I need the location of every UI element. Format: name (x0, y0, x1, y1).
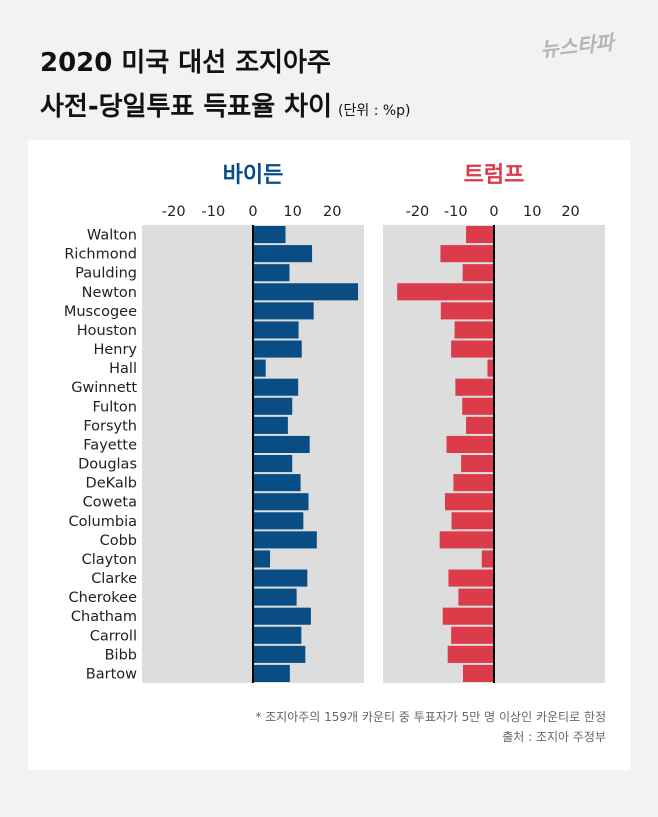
x-tick-label: -20 (162, 204, 186, 220)
panel-title: 트럼프 (464, 163, 525, 188)
county-label: Fulton (92, 399, 137, 415)
bar (253, 226, 286, 244)
x-tick-label: -10 (444, 204, 468, 220)
bar (440, 245, 494, 263)
x-tick-label: 0 (489, 204, 498, 220)
x-tick-label: 10 (523, 204, 541, 220)
panel-title: 바이든 (223, 163, 284, 188)
bar (462, 264, 494, 282)
bar (253, 321, 299, 339)
bar (446, 435, 494, 453)
chart-title-line2-text: 사전-당일투표 득표율 차이 (40, 92, 333, 122)
county-label: Clarke (91, 571, 137, 587)
bar (451, 626, 494, 644)
bar (461, 455, 494, 473)
county-label: Gwinnett (71, 380, 137, 396)
bar (253, 645, 306, 663)
x-tick-label: 20 (323, 204, 341, 220)
bar (445, 493, 494, 511)
bar (253, 588, 297, 606)
bar (397, 283, 494, 301)
county-label: Fayette (83, 437, 137, 453)
county-label: Paulding (75, 266, 137, 282)
bar (487, 359, 494, 377)
x-tick-label: 10 (283, 204, 301, 220)
bar (458, 588, 494, 606)
bar (253, 493, 309, 511)
bar (448, 569, 494, 587)
chart-title-line1: 2020 미국 대선 조지아주 (40, 48, 331, 78)
bar (253, 264, 290, 282)
county-label: Bartow (86, 666, 137, 682)
bar (253, 550, 271, 568)
bar (253, 455, 293, 473)
bar (439, 531, 494, 549)
county-label: Columbia (69, 514, 137, 530)
bar (466, 416, 494, 434)
bar (447, 645, 494, 663)
bar (253, 569, 308, 587)
bar (466, 226, 494, 244)
bar (453, 474, 494, 492)
bar (253, 607, 311, 625)
county-label: Douglas (78, 457, 137, 473)
county-label: Richmond (64, 247, 137, 263)
county-label: Newton (82, 285, 137, 301)
x-tick-label: -20 (406, 204, 430, 220)
x-tick-label: -10 (202, 204, 226, 220)
county-label: Carroll (90, 628, 137, 644)
bar (253, 531, 317, 549)
county-label: Bibb (105, 647, 137, 663)
bar (462, 664, 494, 682)
county-label: Forsyth (83, 418, 137, 434)
county-label: Coweta (83, 495, 137, 511)
bar (253, 626, 302, 644)
county-label: Chatham (71, 609, 137, 625)
footnote-source: 출처 : 조지아 주정부 (502, 730, 606, 744)
unit-label: (단위 : %p) (338, 103, 411, 119)
bar (442, 607, 494, 625)
county-label: Houston (77, 323, 137, 339)
bar (481, 550, 494, 568)
bar (462, 397, 494, 415)
county-label: Hall (109, 361, 137, 377)
county-label: Walton (87, 228, 137, 244)
bar (451, 512, 494, 530)
county-label: Henry (93, 342, 137, 358)
county-label: DeKalb (86, 476, 137, 492)
bar (451, 340, 494, 358)
bar (454, 321, 494, 339)
bar (253, 359, 266, 377)
x-tick-label: 20 (561, 204, 579, 220)
bar (253, 397, 293, 415)
county-label: Cherokee (69, 590, 138, 606)
bar (253, 245, 313, 263)
bar (455, 378, 494, 396)
footnote-note: * 조지아주의 159개 카운티 중 투표자가 5만 명 이상인 카운티로 한정 (255, 710, 606, 724)
county-label: Clayton (82, 552, 137, 568)
bar (253, 435, 310, 453)
chart-title-line2: 사전-당일투표 득표율 차이 (단위 : %p) (40, 86, 411, 123)
county-label: Muscogee (64, 304, 137, 320)
county-label: Cobb (100, 533, 137, 549)
x-tick-label: 0 (248, 204, 257, 220)
bar (253, 378, 299, 396)
bar (253, 340, 302, 358)
bar (253, 283, 359, 301)
bar (253, 664, 290, 682)
bar (253, 512, 304, 530)
bar (253, 416, 288, 434)
bar (253, 474, 301, 492)
bar (440, 302, 494, 320)
bar (253, 302, 314, 320)
